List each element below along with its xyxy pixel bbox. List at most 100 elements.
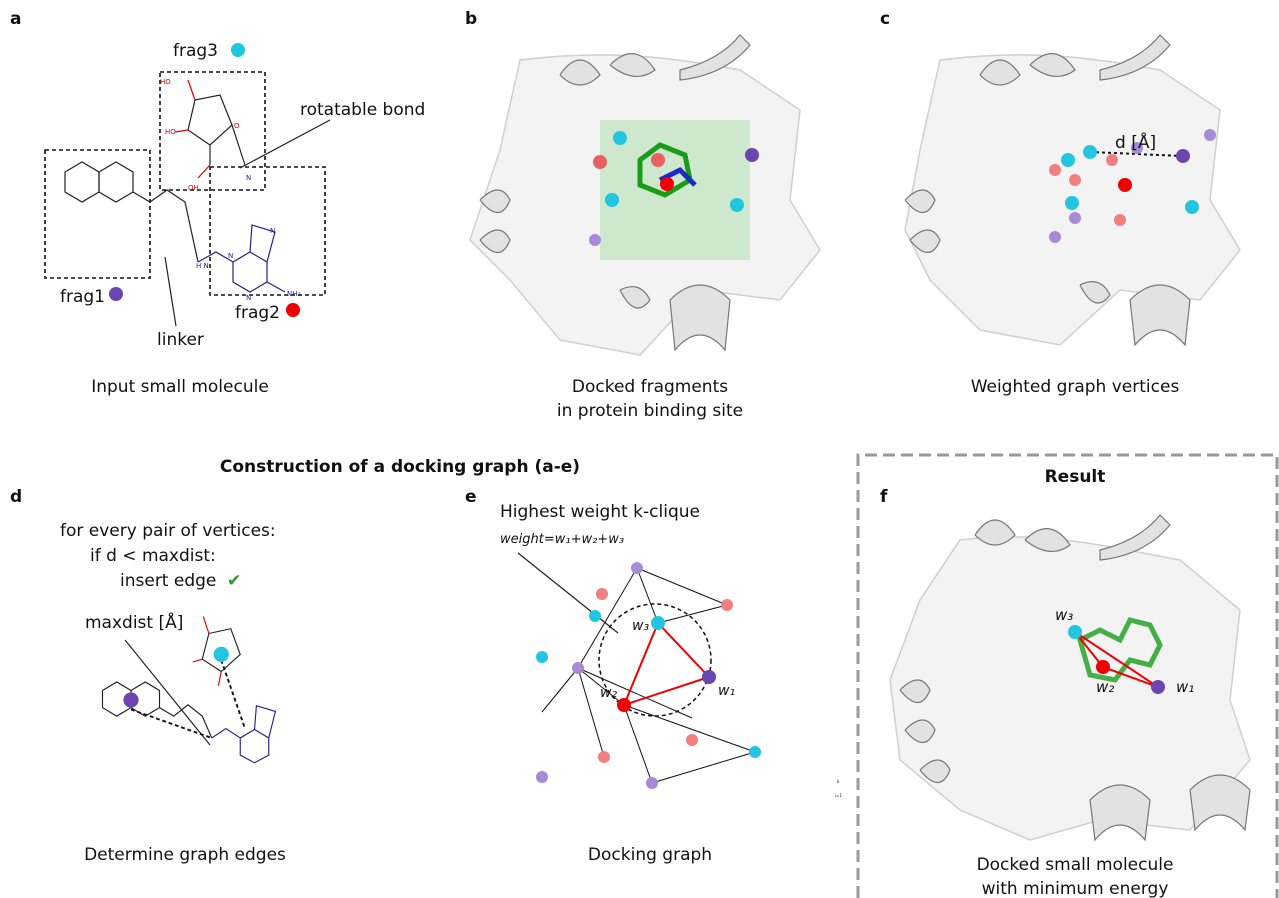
label: in protein binding site	[557, 401, 743, 421]
label: e	[465, 487, 477, 507]
label: O	[234, 122, 240, 130]
label: Weighted graph vertices	[971, 377, 1180, 397]
sphere	[702, 670, 716, 684]
pointer	[240, 120, 330, 168]
edge	[637, 568, 658, 623]
edge	[624, 705, 652, 783]
label: NH₂	[287, 290, 301, 298]
edge	[542, 668, 578, 712]
sphere	[536, 771, 548, 783]
sphere	[596, 588, 608, 600]
edge	[578, 668, 604, 757]
sphere	[651, 616, 665, 630]
edge	[658, 605, 727, 623]
label: f	[880, 487, 888, 507]
sphere	[536, 651, 548, 663]
frag2-sphere	[286, 303, 300, 317]
edge	[221, 660, 245, 728]
label: b	[465, 9, 477, 29]
label: frag2	[235, 303, 280, 323]
sphere	[651, 153, 665, 167]
label: Highest weight k-clique	[500, 502, 700, 522]
label: N	[246, 294, 251, 302]
sphere	[1069, 174, 1081, 186]
label: maxdist [Å]	[85, 611, 183, 633]
sphere	[646, 777, 658, 789]
sphere	[730, 198, 744, 212]
frag1-box	[45, 150, 150, 278]
sphere	[613, 131, 627, 145]
label: insert edge	[120, 571, 216, 591]
pointer	[165, 257, 176, 326]
sphere	[1114, 214, 1126, 226]
label: c	[880, 9, 890, 29]
shape	[624, 623, 709, 705]
sphere	[214, 647, 229, 662]
docking-graph	[536, 562, 761, 789]
sphere	[1106, 154, 1118, 166]
protein-f	[890, 515, 1250, 840]
label: Input small molecule	[91, 377, 269, 397]
label: w₁	[718, 683, 735, 699]
label: w₃	[1055, 606, 1073, 624]
label: Docking graph	[588, 845, 712, 865]
pointer	[125, 640, 210, 745]
edge	[578, 668, 692, 718]
sphere	[1049, 231, 1061, 243]
sphere	[589, 234, 601, 246]
figure: a frag3 rotatable bond HO HO OH O N N N …	[0, 0, 1279, 898]
label: OH	[188, 184, 199, 192]
shape	[133, 190, 198, 262]
label: if d < maxdist:	[90, 546, 216, 566]
shape	[212, 706, 276, 763]
label: with minimum energy	[982, 879, 1169, 898]
frag3-sphere	[231, 43, 245, 57]
label: ✔	[227, 571, 241, 591]
protein-c	[905, 35, 1240, 345]
label: N	[228, 252, 233, 260]
shape	[65, 162, 99, 202]
label: HO	[165, 128, 176, 136]
sphere	[123, 692, 138, 707]
protein-b	[470, 35, 820, 355]
label: a	[10, 9, 21, 29]
label: H N	[196, 262, 209, 270]
sphere	[593, 155, 607, 169]
label: for every pair of vertices:	[60, 521, 276, 541]
frag1-sphere	[109, 287, 123, 301]
sphere	[749, 746, 761, 758]
label: N	[246, 174, 251, 182]
sphere	[572, 662, 584, 674]
label: Docked small molecule	[977, 855, 1174, 875]
sphere	[631, 562, 643, 574]
molecule-d	[103, 616, 276, 762]
shape	[99, 162, 133, 202]
sphere	[745, 148, 759, 162]
shape	[160, 705, 212, 738]
label: i=1	[835, 793, 842, 798]
sphere	[1118, 178, 1132, 192]
sphere	[1083, 145, 1097, 159]
label: linker	[157, 330, 204, 350]
sphere	[589, 610, 601, 622]
label: N	[270, 227, 275, 235]
label: w₂	[1096, 678, 1114, 696]
shape	[198, 225, 285, 292]
sphere	[617, 698, 631, 712]
label: d	[10, 487, 22, 507]
edge	[578, 568, 637, 668]
sphere	[1061, 153, 1075, 167]
shape	[188, 95, 245, 165]
sphere	[1185, 200, 1199, 214]
sphere	[1176, 149, 1190, 163]
sphere	[1096, 660, 1110, 674]
sphere	[1069, 212, 1081, 224]
label: frag3	[173, 41, 218, 61]
label: weight=w₁+w₂+w₃	[500, 532, 624, 547]
edge	[652, 752, 755, 783]
sphere	[686, 734, 698, 746]
label: Result	[1045, 467, 1106, 487]
sphere	[1151, 680, 1165, 694]
edge	[637, 568, 727, 605]
sphere	[1204, 129, 1216, 141]
